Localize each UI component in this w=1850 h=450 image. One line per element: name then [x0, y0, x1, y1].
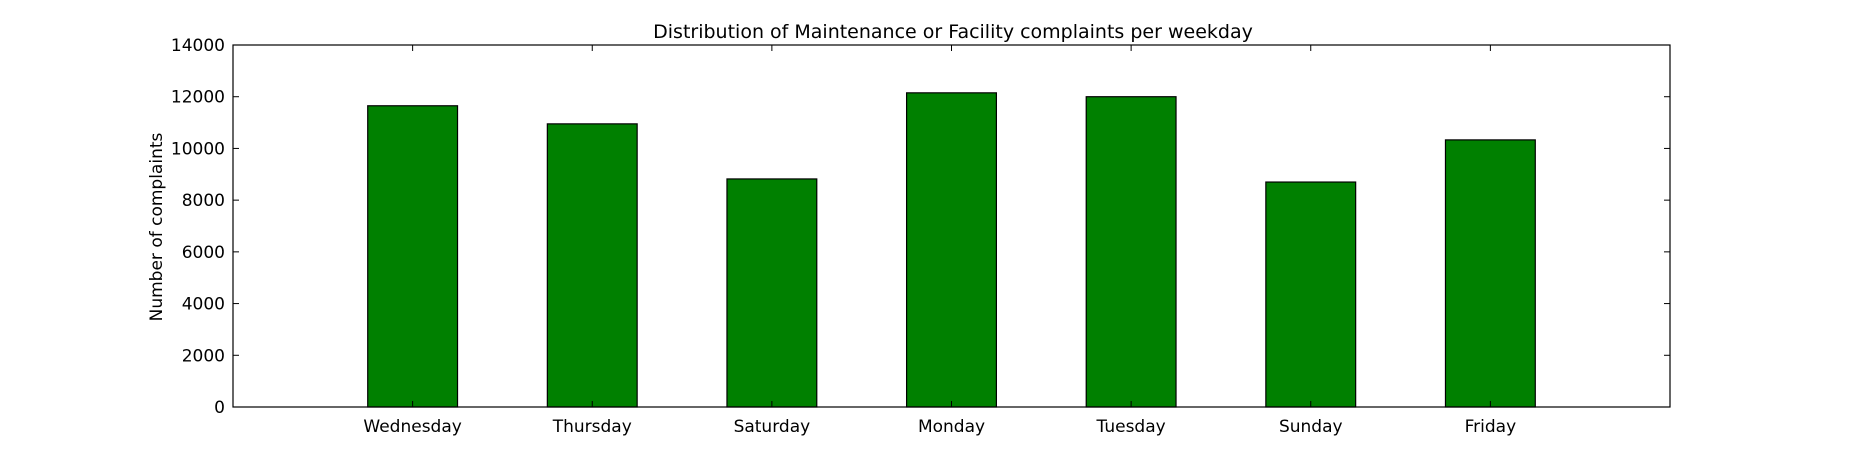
bar-tuesday	[1085, 96, 1177, 408]
plot-frame	[232, 44, 1671, 408]
bar-friday	[1444, 139, 1536, 408]
bar-saturday	[726, 178, 818, 408]
bar-wednesday	[367, 105, 459, 408]
y-tick-label: 12000	[171, 88, 225, 108]
x-tick-label: Saturday	[734, 417, 811, 437]
chart-title: Distribution of Maintenance or Facility …	[653, 21, 1253, 43]
bar-sunday	[1265, 181, 1357, 408]
y-tick-label: 8000	[182, 191, 225, 211]
x-tick-label: Sunday	[1279, 417, 1343, 437]
bar-monday	[905, 92, 998, 408]
x-tick-label: Wednesday	[363, 417, 461, 437]
y-tick-label: 10000	[171, 139, 225, 159]
y-tick-label: 2000	[182, 346, 225, 366]
y-tick-label: 0	[214, 398, 225, 418]
bars-layer	[367, 92, 1536, 408]
y-axis-label: Number of complaints	[147, 132, 167, 321]
ticks-layer: Wednesday Thursday Saturday Monday Tuesday Su…	[171, 36, 1670, 437]
x-tick-label: Tuesday	[1096, 417, 1166, 437]
y-tick-label: 4000	[182, 295, 225, 315]
bar-thursday	[546, 123, 638, 408]
x-tick-label: Monday	[918, 417, 985, 437]
y-tick-label: 6000	[182, 243, 225, 263]
x-tick-label: Friday	[1465, 417, 1517, 437]
x-tick-label: Thursday	[552, 417, 632, 437]
y-tick-label: 14000	[171, 36, 225, 56]
